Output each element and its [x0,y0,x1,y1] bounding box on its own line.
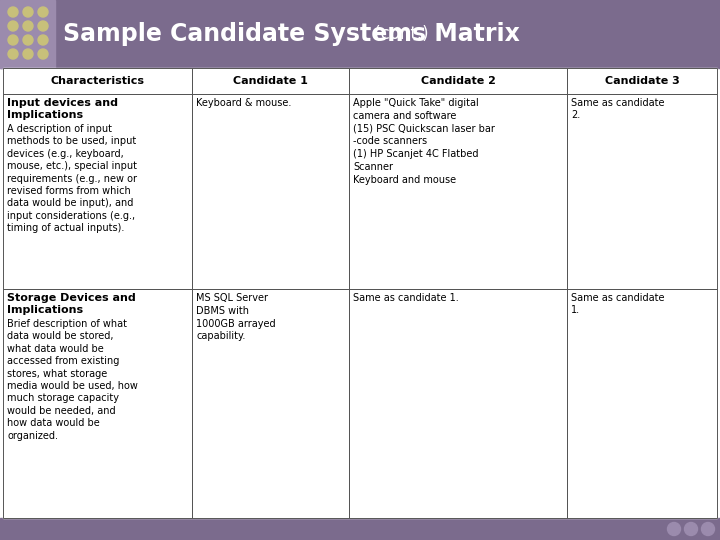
Text: Same as candidate
1.: Same as candidate 1. [571,293,665,315]
Circle shape [701,523,714,536]
Bar [567,68,717,94]
Circle shape [23,7,33,17]
Circle shape [38,21,48,31]
Bar [567,289,717,518]
Circle shape [8,21,18,31]
Text: Same as candidate 1.: Same as candidate 1. [354,293,459,303]
Text: Candidate 1: Candidate 1 [233,76,308,86]
Circle shape [38,35,48,45]
Text: Candidate 3: Candidate 3 [605,76,680,86]
Circle shape [8,35,18,45]
Text: Brief description of what
data would be stored,
what data would be
accessed from: Brief description of what data would be … [7,319,138,441]
Text: A description of input
methods to be used, input
devices (e.g., keyboard,
mouse,: A description of input methods to be use… [7,124,137,233]
Text: Keyboard & mouse.: Keyboard & mouse. [197,98,292,108]
Circle shape [23,35,33,45]
Bar [0,0,720,68]
Circle shape [38,49,48,59]
Bar [567,94,717,289]
Text: Input devices and
Implications: Input devices and Implications [7,98,118,120]
Text: Sample Candidate Systems Matrix: Sample Candidate Systems Matrix [63,22,520,46]
Bar [349,68,567,94]
Bar [0,518,720,540]
Circle shape [23,49,33,59]
Text: Same as candidate
2.: Same as candidate 2. [571,98,665,120]
Bar [192,289,349,518]
Bar [0,0,55,68]
Bar [192,68,349,94]
Text: (cont.): (cont.) [369,25,428,43]
Bar [3,289,192,518]
Text: Characteristics: Characteristics [50,76,145,86]
Circle shape [23,21,33,31]
Circle shape [8,49,18,59]
Bar [3,68,717,518]
Circle shape [8,7,18,17]
Text: MS SQL Server
DBMS with
1000GB arrayed
capability.: MS SQL Server DBMS with 1000GB arrayed c… [197,293,276,341]
Circle shape [667,523,680,536]
Text: Candidate 2: Candidate 2 [420,76,495,86]
Bar [349,289,567,518]
Circle shape [685,523,698,536]
Bar [192,94,349,289]
Bar [3,94,192,289]
Text: Apple "Quick Take" digital
camera and software
(15) PSC Quickscan laser bar
-cod: Apple "Quick Take" digital camera and so… [354,98,495,185]
Bar [3,68,192,94]
Bar [349,94,567,289]
Text: Storage Devices and
Implications: Storage Devices and Implications [7,293,136,315]
Circle shape [38,7,48,17]
